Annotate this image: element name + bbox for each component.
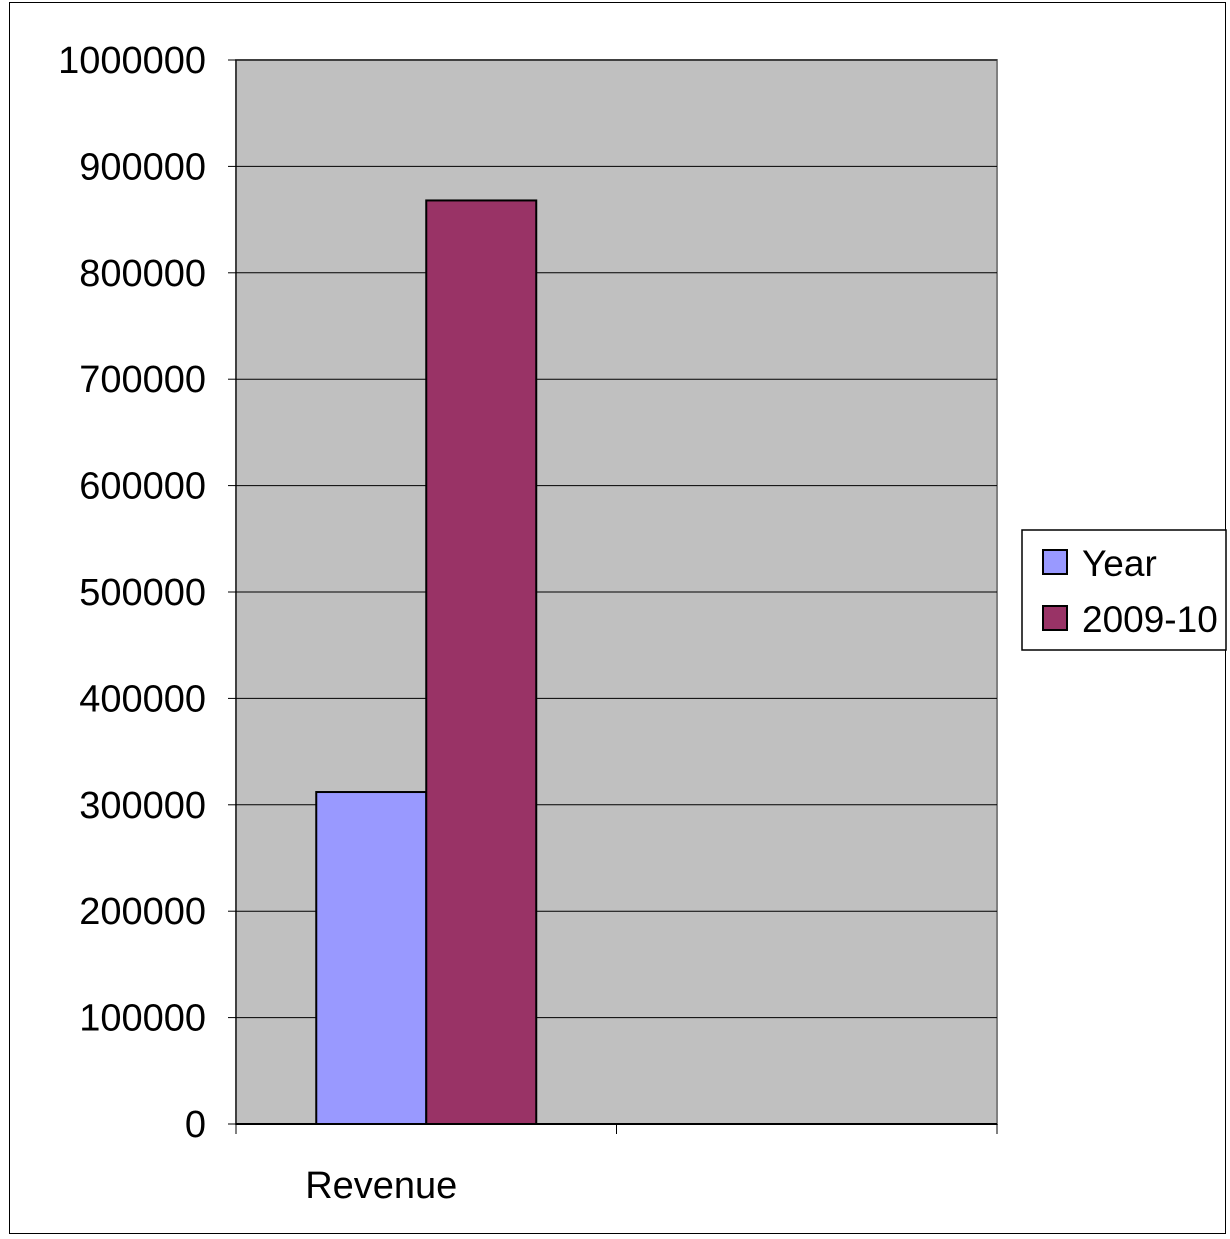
- y-tick-label: 800000: [79, 253, 206, 295]
- bars: [315, 199, 538, 1125]
- x-category-label: Revenue: [305, 1165, 457, 1207]
- gridlines: [236, 59, 997, 1019]
- legend-label: 2009-10: [1082, 599, 1218, 640]
- y-tick-label: 300000: [79, 785, 206, 827]
- y-tick-label: 600000: [79, 466, 206, 508]
- y-tick-label: 700000: [79, 359, 206, 401]
- y-axis: 0 100000 200000 300000 400000 500000 600000 700…: [58, 40, 237, 1146]
- legend-swatch: [1042, 605, 1068, 631]
- legend: Year 2009-10: [1021, 529, 1227, 651]
- x-axis: Revenue: [235, 1123, 998, 1207]
- y-tick-label: 0: [185, 1104, 206, 1146]
- bar-year: [315, 791, 428, 1125]
- legend-swatch: [1042, 549, 1068, 575]
- bar-2009-10: [425, 199, 538, 1125]
- y-tick-label: 500000: [79, 572, 206, 614]
- y-tick-label: 1000000: [58, 40, 206, 82]
- y-tick-label: 400000: [79, 678, 206, 720]
- legend-label: Year: [1082, 543, 1157, 584]
- y-tick-label: 900000: [79, 146, 206, 188]
- y-tick-label: 200000: [79, 891, 206, 933]
- y-tick-label: 100000: [79, 998, 206, 1040]
